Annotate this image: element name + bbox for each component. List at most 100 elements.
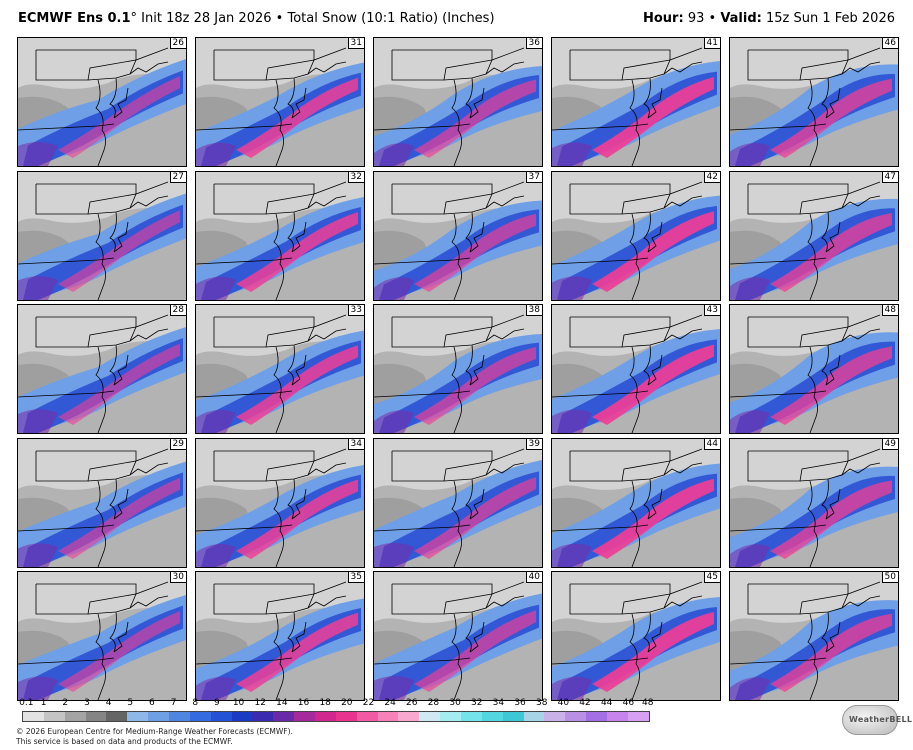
hour-value: 93 — [687, 11, 705, 26]
valid-bullet: • — [708, 11, 717, 26]
ensemble-member-panel: 30 — [17, 571, 187, 701]
member-number-label: 33 — [347, 305, 364, 316]
ensemble-member-panel: 28 — [17, 304, 187, 434]
colorbar-tick-label: 20 — [341, 698, 353, 708]
member-number-label: 39 — [525, 438, 542, 450]
colorbar-tick-label: 36 — [514, 698, 526, 708]
member-number-label: 46 — [881, 38, 898, 49]
colorbar-tick-label: 2 — [62, 698, 69, 708]
colorbar-tick-label: 22 — [362, 698, 375, 708]
member-number-label: 26 — [169, 38, 186, 49]
member-snow-map — [552, 38, 720, 166]
colorbar-tick-label: 16 — [297, 698, 310, 708]
colorbar-segment — [189, 712, 211, 721]
colorbar-tick-label: 9 — [214, 698, 220, 708]
member-number-label: 40 — [525, 572, 542, 583]
ensemble-member-panel: 26 — [17, 37, 187, 167]
colorbar-tick-label: 7 — [170, 698, 177, 708]
ensemble-member-panel: 31 — [195, 37, 365, 167]
member-snow-map — [374, 305, 542, 433]
model-name: ECMWF Ens 0.1 — [18, 11, 131, 26]
init-time: Init 18z 28 Jan 2026 — [141, 11, 272, 26]
colorbar-segment — [43, 712, 65, 721]
member-snow-map — [730, 572, 898, 700]
colorbar-segment — [64, 712, 86, 721]
ensemble-member-panel: 38 — [373, 304, 543, 434]
copyright-line-1: © 2026 European Centre for Medium-Range … — [16, 727, 293, 736]
colorbar-segment — [85, 712, 107, 721]
member-number-label: 28 — [169, 305, 186, 316]
map-header: ECMWF Ens 0.1° Init 18z 28 Jan 2026 • To… — [0, 0, 913, 32]
title-bullet: • — [275, 11, 284, 26]
colorbar-tick-label: 44 — [600, 698, 613, 708]
ensemble-member-panel: 40 — [373, 571, 543, 701]
member-number-label: 31 — [347, 38, 364, 49]
colorbar-segment — [565, 712, 587, 721]
colorbar-tick-label: 6 — [149, 698, 155, 708]
snow-colorbar — [22, 711, 650, 722]
colorbar-tick-label: 26 — [406, 698, 418, 708]
hour-label: Hour: — [642, 11, 684, 26]
member-number-label: 41 — [703, 38, 720, 49]
colorbar-segment — [377, 712, 399, 721]
member-snow-map — [552, 305, 720, 433]
ensemble-member-panel: 36 — [373, 37, 543, 167]
colorbar-segment — [627, 712, 649, 721]
colorbar-segment — [544, 712, 566, 721]
ensemble-member-panel: 32 — [195, 170, 365, 301]
colorbar-tick-label: 0.1 — [19, 698, 34, 708]
member-snow-map — [18, 305, 186, 433]
member-snow-map — [18, 171, 186, 300]
ensemble-member-panel: 50 — [729, 571, 899, 701]
colorbar-tick-label: 3 — [84, 698, 90, 708]
colorbar-tick-label: 30 — [449, 698, 461, 708]
colorbar-tick-label: 1 — [40, 698, 47, 708]
ensemble-member-panel: 48 — [729, 304, 899, 434]
colorbar-segment — [169, 712, 190, 721]
ensemble-member-panel: 27 — [17, 170, 187, 301]
ensemble-member-panel: 34 — [195, 437, 365, 568]
colorbar-segment — [356, 712, 378, 721]
colorbar-segment — [23, 712, 44, 721]
colorbar-segment — [148, 712, 170, 721]
colorbar-segment — [273, 712, 295, 721]
colorbar-segment — [106, 712, 128, 721]
colorbar-tick-label: 48 — [641, 698, 654, 708]
member-snow-map — [374, 171, 542, 300]
colorbar-segment — [481, 712, 503, 721]
ensemble-member-panel: 46 — [729, 37, 899, 167]
member-number-label: 48 — [881, 305, 898, 316]
colorbar-segment — [294, 712, 316, 721]
member-number-label: 35 — [347, 572, 364, 583]
member-snow-map — [196, 305, 364, 433]
ensemble-member-panel: 43 — [551, 304, 721, 434]
colorbar-segment — [252, 712, 274, 721]
colorbar-tick-label: 40 — [557, 698, 570, 708]
colorbar-tick-label: 12 — [254, 698, 266, 708]
member-snow-map — [196, 38, 364, 166]
member-number-label: 50 — [881, 572, 898, 583]
degree-symbol: ° — [130, 11, 138, 26]
ensemble-member-panel: 41 — [551, 37, 721, 167]
colorbar-tick-labels: 0.1 1 2 3 4 5 6 7 8 9 10 12 14 16 18 20 22 24 26 28 30 32 34 36… — [19, 698, 654, 710]
member-snow-map — [552, 438, 720, 567]
copyright-line-2: This service is based on data and produc… — [16, 737, 233, 746]
colorbar-tick-label: 8 — [192, 698, 199, 708]
colorbar-tick-label: 10 — [232, 698, 245, 708]
colorbar-segment — [440, 712, 462, 721]
member-snow-map — [730, 305, 898, 433]
ensemble-member-panel: 45 — [551, 571, 721, 701]
member-number-label: 49 — [881, 438, 898, 450]
colorbar-tick-label: 18 — [319, 698, 331, 708]
member-snow-map — [196, 572, 364, 700]
colorbar-tick-label: 28 — [427, 698, 440, 708]
member-number-label: 37 — [525, 171, 542, 183]
member-snow-map — [18, 572, 186, 700]
member-number-label: 42 — [703, 171, 720, 183]
product-name: Total Snow (10:1 Ratio) (Inches) — [287, 11, 495, 26]
colorbar-segment — [127, 712, 149, 721]
member-number-label: 32 — [347, 171, 364, 183]
valid-value: 15z Sun 1 Feb 2026 — [766, 11, 895, 26]
colorbar-segment — [523, 712, 545, 721]
colorbar-tick-label: 32 — [471, 698, 483, 708]
